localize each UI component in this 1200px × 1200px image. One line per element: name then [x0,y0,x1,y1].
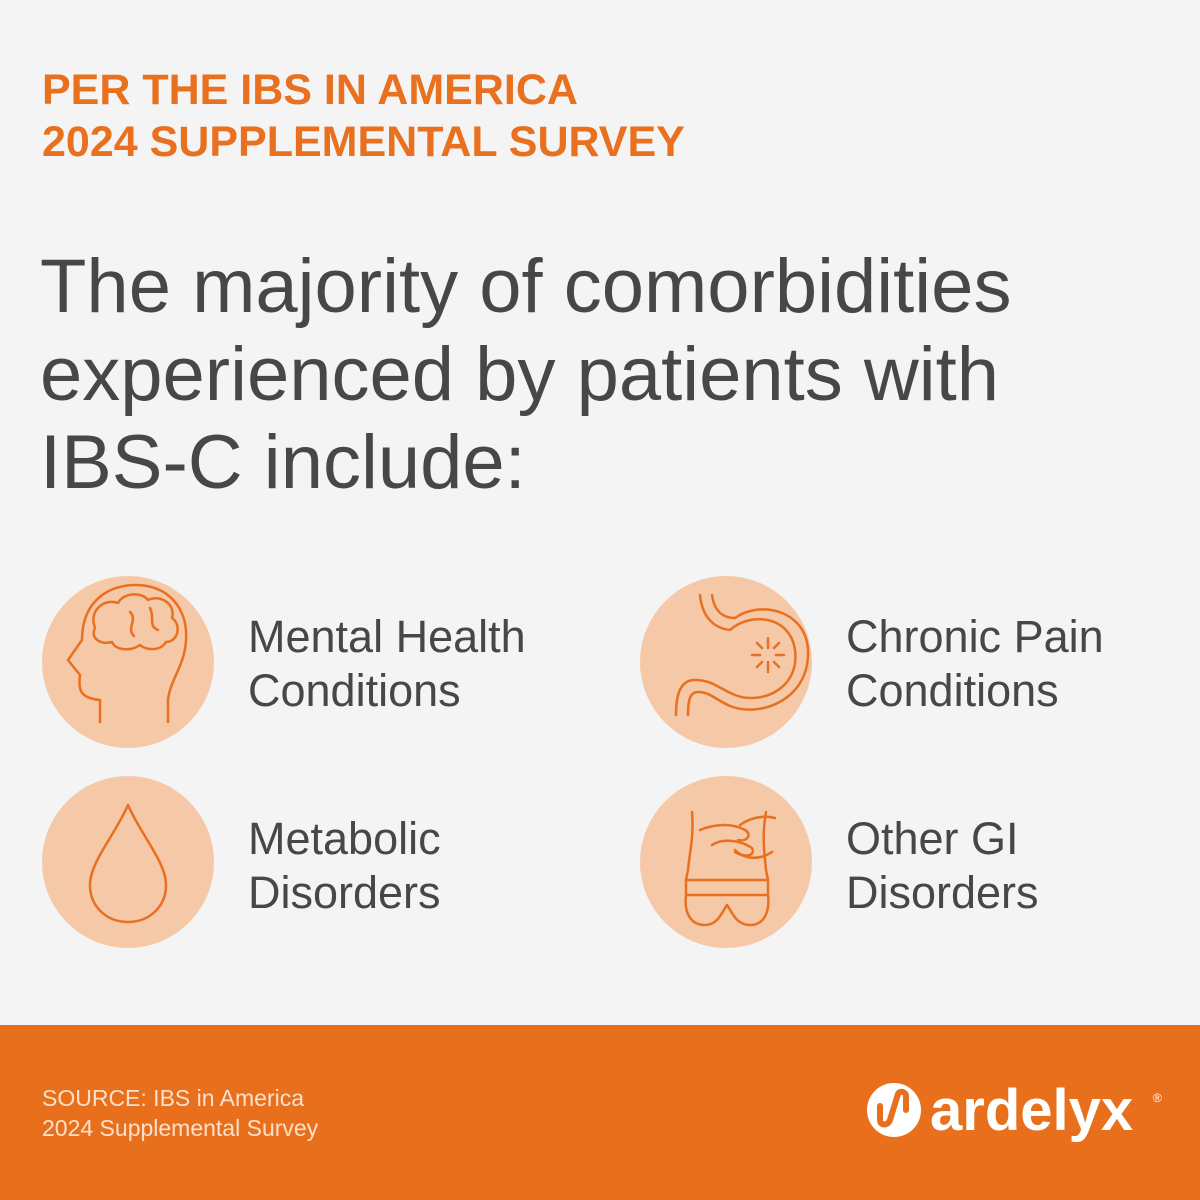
source-line: SOURCE: IBS in America [42,1085,304,1111]
icon-circle [640,576,812,748]
drop-icon [88,803,168,924]
item-label: Mental Health [248,611,526,662]
source-line: 2024 Supplemental Survey [42,1115,319,1141]
header-line: 2024 SUPPLEMENTAL SURVEY [42,118,685,166]
logo-glyph [877,1088,909,1128]
belly-icon [684,810,777,927]
icon-circle [640,776,812,948]
head-icon [66,583,188,724]
icon-circle [42,776,214,948]
headline-line: experienced by patients with [40,332,999,417]
headline-line: IBS-C include: [40,420,526,505]
logo-registered: ® [1153,1091,1162,1105]
logo-mark [867,1083,921,1137]
logo-text: ardelyx [930,1078,1133,1143]
item-label: Conditions [248,665,461,716]
item-label: Metabolic [248,813,441,864]
item-label: Disorders [248,867,441,918]
footer-band [0,1025,1200,1200]
icon-circle [42,576,214,748]
headline-line: The majority of comorbidities [40,244,1011,329]
stomach-icon [674,593,810,717]
item-label: Chronic Pain [846,611,1104,662]
item-label: Disorders [846,867,1039,918]
item-label: Other GI [846,813,1019,864]
item-label: Conditions [846,665,1059,716]
header-line: PER THE IBS IN AMERICA [42,66,578,114]
